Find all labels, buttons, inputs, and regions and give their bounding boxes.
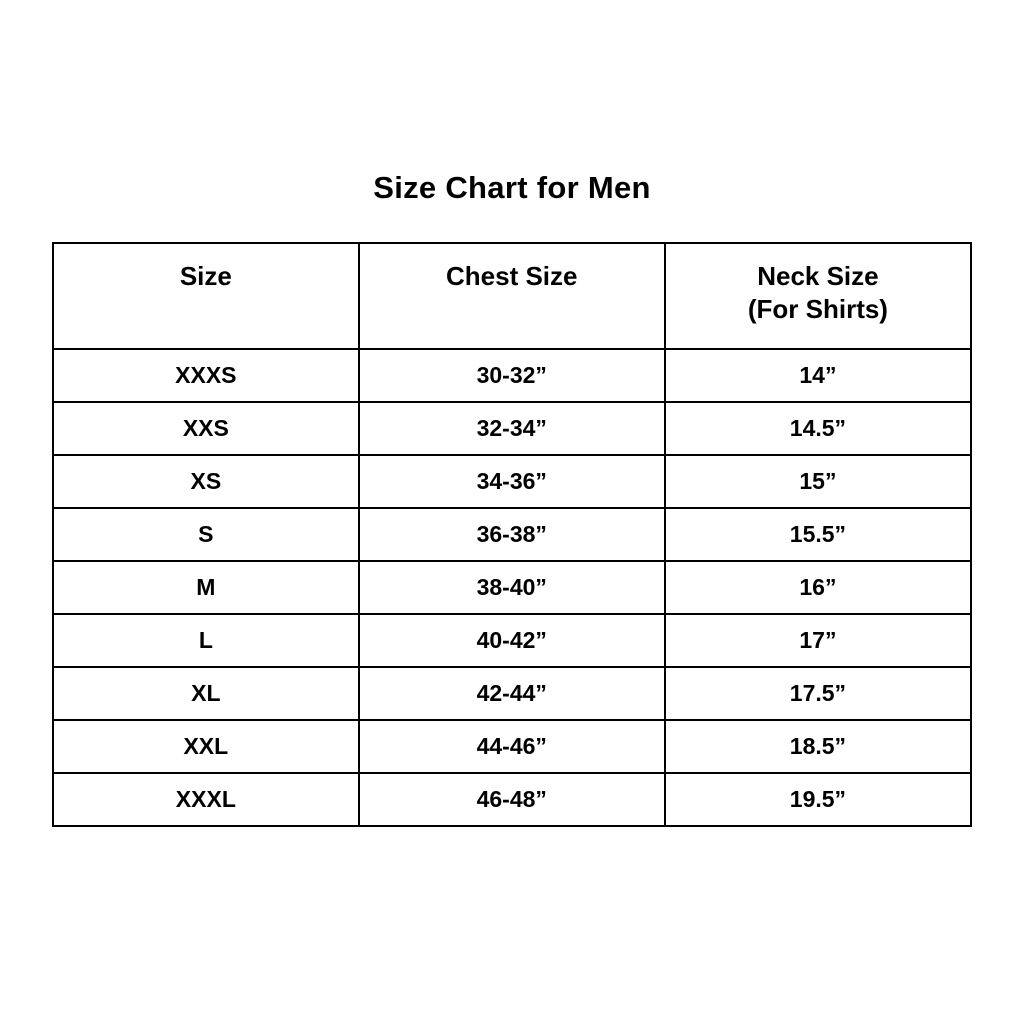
table-row: XXS 32-34” 14.5” xyxy=(52,401,973,456)
neck-size-cell: 19.5” xyxy=(663,772,973,827)
size-chart-table: Size Chest Size Neck Size (For Shirts) X… xyxy=(52,242,973,827)
chest-size-cell: 44-46” xyxy=(357,719,666,774)
chest-size-cell: 34-36” xyxy=(357,454,666,509)
table-row: M 38-40” 16” xyxy=(52,560,973,615)
size-cell: XXS xyxy=(52,401,360,456)
size-cell: XS xyxy=(52,454,360,509)
size-cell: XXXL xyxy=(52,772,360,827)
column-header-neck-size: Neck Size (For Shirts) xyxy=(663,242,973,350)
table-row: S 36-38” 15.5” xyxy=(52,507,973,562)
neck-size-cell: 14.5” xyxy=(663,401,973,456)
table-row: XXXL 46-48” 19.5” xyxy=(52,772,973,827)
neck-size-cell: 14” xyxy=(663,348,973,403)
chest-size-cell: 42-44” xyxy=(357,666,666,721)
neck-size-cell: 17.5” xyxy=(663,666,973,721)
size-cell: XXL xyxy=(52,719,360,774)
header-row: Size Chest Size Neck Size (For Shirts) xyxy=(52,242,973,350)
column-header-chest-size-label: Chest Size xyxy=(446,261,578,291)
chest-size-cell: 38-40” xyxy=(357,560,666,615)
table-row: XXL 44-46” 18.5” xyxy=(52,719,973,774)
table-row: XXXS 30-32” 14” xyxy=(52,348,973,403)
column-header-neck-size-label: Neck Size xyxy=(757,261,879,291)
neck-size-cell: 18.5” xyxy=(663,719,973,774)
table-row: L 40-42” 17” xyxy=(52,613,973,668)
neck-size-cell: 15” xyxy=(663,454,973,509)
column-header-chest-size: Chest Size xyxy=(357,242,666,350)
chest-size-cell: 30-32” xyxy=(357,348,666,403)
neck-size-cell: 15.5” xyxy=(663,507,973,562)
size-cell: XXXS xyxy=(52,348,360,403)
size-cell: L xyxy=(52,613,360,668)
column-header-size-label: Size xyxy=(179,261,232,291)
chest-size-cell: 32-34” xyxy=(357,401,666,456)
column-header-neck-size-sublabel: (For Shirts) xyxy=(747,293,888,324)
neck-size-cell: 16” xyxy=(663,560,973,615)
table-row: XS 34-36” 15” xyxy=(52,454,973,509)
size-cell: M xyxy=(52,560,360,615)
table-row: XL 42-44” 17.5” xyxy=(52,666,973,721)
page-title: Size Chart for Men xyxy=(373,170,651,205)
size-cell: S xyxy=(52,507,360,562)
chest-size-cell: 40-42” xyxy=(357,613,666,668)
neck-size-cell: 17” xyxy=(663,613,973,668)
chest-size-cell: 46-48” xyxy=(357,772,666,827)
column-header-size: Size xyxy=(52,242,360,350)
size-cell: XL xyxy=(52,666,360,721)
chest-size-cell: 36-38” xyxy=(357,507,666,562)
